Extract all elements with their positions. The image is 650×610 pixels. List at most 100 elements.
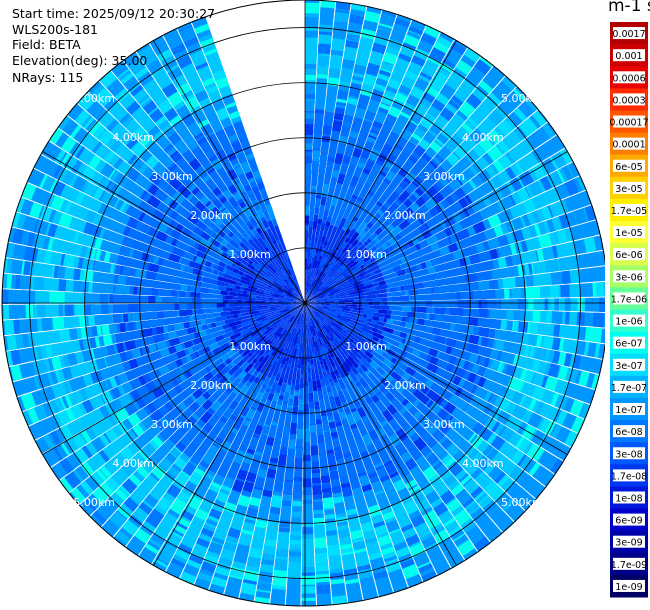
ray-cell [320, 475, 331, 484]
colorbar-label-bg [613, 49, 645, 62]
ray-cell [481, 195, 492, 207]
ray-cell [369, 308, 379, 313]
ray-cell [531, 359, 541, 373]
ray-cell [189, 285, 201, 293]
ray-cell [440, 489, 456, 505]
ray-band [285, 577, 301, 606]
ray-cell [315, 292, 323, 297]
ray-cell [136, 465, 150, 479]
ray-cell [287, 258, 293, 270]
ray-cell [314, 401, 320, 410]
ray-cell [322, 183, 330, 196]
ray-cell [317, 43, 331, 55]
ray-cell [523, 369, 535, 384]
ray-cell [334, 396, 342, 407]
ray-band [495, 492, 526, 522]
ray-cell [284, 471, 294, 481]
ray-cell [152, 333, 165, 344]
ray-cell [532, 110, 547, 127]
colorbar-tick-label: 3e-07 [615, 361, 642, 372]
ray-cell [245, 471, 257, 483]
ray-cell [436, 35, 452, 48]
ray-cell [215, 362, 226, 372]
ray-cell [301, 586, 316, 594]
ray-cell [230, 310, 241, 315]
ray-cell [394, 92, 408, 104]
ray-cell [119, 446, 135, 462]
ray-cell [362, 323, 369, 329]
ray-cell [356, 161, 366, 170]
ray-cell [125, 474, 142, 490]
ray-cell [273, 326, 283, 336]
ray-cell [328, 421, 336, 429]
ray-cell [359, 377, 369, 389]
ray-cell [362, 344, 372, 352]
ray-105 [77, 92, 305, 303]
ring-label: 3.00km [151, 170, 193, 183]
ray-cell [188, 183, 197, 193]
ray-cell [330, 325, 334, 329]
ray-cell [337, 310, 346, 315]
ray-cell [431, 137, 445, 151]
ray-cell [329, 263, 335, 270]
ray-cell [264, 246, 270, 252]
ray-cell [104, 428, 119, 443]
ray-cell [222, 299, 229, 304]
ray-cell [328, 300, 335, 303]
ray-cell [511, 217, 524, 231]
ray-cell [468, 253, 481, 265]
ray-cell [334, 11, 350, 23]
ray-cell [371, 245, 377, 252]
ray-cell [10, 304, 19, 320]
ray-cell [429, 258, 439, 267]
ray-cell [458, 197, 469, 209]
ray-cell [280, 296, 285, 299]
azimuth-line [304, 40, 457, 304]
ray-cell [137, 45, 156, 63]
colorbar-label-bg [613, 557, 645, 570]
ray-cell [403, 283, 415, 291]
ray-cell [493, 224, 504, 237]
ray-cell [315, 324, 319, 329]
ray-cell [264, 538, 277, 548]
ray-cell [147, 226, 156, 237]
ray-cell [229, 339, 236, 345]
ray-cell [335, 274, 346, 283]
ray-band [147, 141, 174, 169]
ray-cell [416, 306, 427, 313]
ray-cell [179, 303, 187, 310]
ray-band [305, 221, 322, 303]
ray-cell [385, 309, 392, 315]
ray-cell [309, 285, 314, 293]
ray-cell [266, 321, 271, 325]
ray-cell [254, 451, 263, 457]
ray-cell [331, 296, 341, 300]
ray-cell [272, 287, 279, 292]
ray-cell [101, 191, 114, 206]
ray-cell [39, 359, 48, 374]
ray-cell [328, 396, 335, 402]
ray-cell [279, 299, 286, 302]
ray-cell [341, 486, 353, 498]
ray-cell [203, 524, 216, 532]
ray-cell [79, 388, 89, 401]
ray-cell [92, 186, 105, 201]
ray-cell [100, 304, 109, 315]
ray-cell [439, 246, 450, 256]
ray-cell [120, 351, 128, 363]
ray-cell [497, 257, 507, 269]
ray-cell [306, 265, 309, 270]
ray-cell [109, 284, 114, 294]
ray-cell [490, 163, 500, 175]
ray-cell [502, 152, 515, 166]
ray-cell [339, 187, 348, 198]
ray-cell [465, 273, 478, 283]
ray-cell [312, 260, 316, 269]
ray-cell [365, 369, 372, 376]
ray-cell [287, 315, 295, 323]
ray-cell [351, 239, 359, 247]
ray-cell [366, 222, 373, 229]
ray-cell [113, 410, 125, 423]
ray-cell [313, 255, 318, 262]
